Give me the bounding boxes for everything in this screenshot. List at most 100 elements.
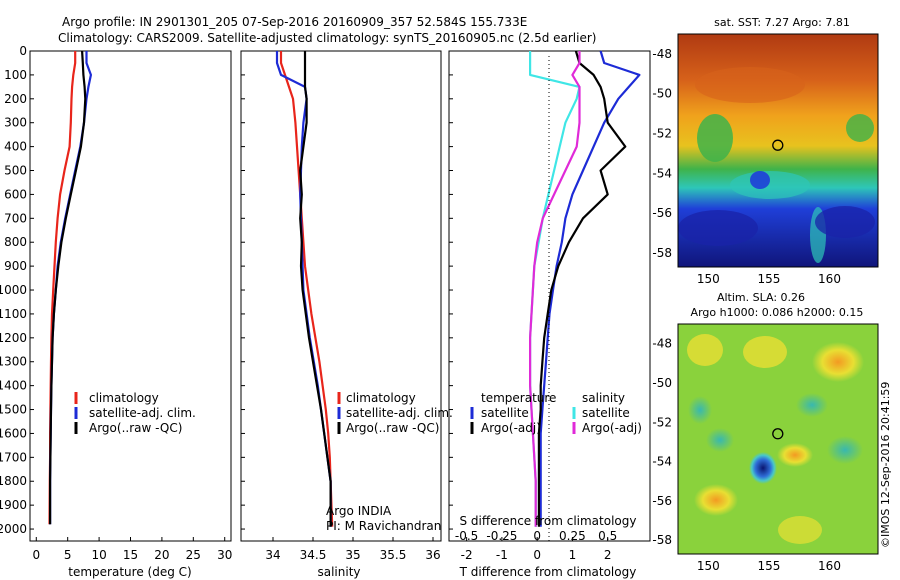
depth-tick-label: 300 bbox=[4, 116, 27, 130]
x-tick-label: 35 bbox=[345, 548, 360, 562]
depth-tick-label: 1900 bbox=[0, 498, 27, 512]
sst-warm-patch bbox=[695, 67, 805, 103]
lat-tick-label: -52 bbox=[652, 127, 672, 141]
lat-tick-label: -58 bbox=[652, 246, 672, 260]
x-tick-label: 1 bbox=[569, 548, 577, 562]
temperature-legend: climatology satellite-adj. clim. Argo(..… bbox=[74, 391, 196, 435]
x-tick-label: 36 bbox=[425, 548, 440, 562]
lat-tick-label: -58 bbox=[652, 533, 672, 547]
depth-tick-label: 2000 bbox=[0, 522, 27, 536]
lat-tick-label: -54 bbox=[652, 455, 672, 469]
x-tick-label: 0.5 bbox=[598, 529, 617, 543]
legend-label-t-argo: Argo(-adj) bbox=[481, 421, 541, 435]
depth-tick-label: 1100 bbox=[0, 307, 27, 321]
salinity-axis-label: salinity bbox=[317, 565, 360, 579]
sst-lat-tick-labels: -48 -50 -52 -54 -56 -58 bbox=[652, 47, 672, 260]
temperature-series bbox=[48, 50, 93, 525]
sla-high-patch bbox=[687, 334, 723, 366]
difference-legend: temperature salinity satellite Argo(-adj… bbox=[470, 391, 642, 435]
legend-label-s-satellite: satellite bbox=[582, 406, 630, 420]
depth-tick-label: 1600 bbox=[0, 426, 27, 440]
legend-label-argo: Argo(..raw -QC) bbox=[346, 421, 439, 435]
header-title: Argo profile: IN 2901301_205 07-Sep-2016… bbox=[62, 15, 527, 29]
sst-green-patch bbox=[697, 114, 733, 162]
x-tick-label: 35.5 bbox=[380, 548, 407, 562]
depth-tick-label: 1700 bbox=[0, 450, 27, 464]
temperature-axis-label: temperature (deg C) bbox=[68, 565, 191, 579]
lat-tick-label: -50 bbox=[652, 87, 672, 101]
argo-program-label: Argo INDIA bbox=[326, 504, 392, 518]
salinity-series bbox=[275, 51, 334, 527]
sla-low-patch bbox=[706, 428, 734, 452]
depth-tick-label: 1500 bbox=[0, 403, 27, 417]
axis-ticks bbox=[30, 50, 609, 541]
depth-tick-labels: 0 100 200 300 400 500 600 700 800 900 1000 1100 1200… bbox=[0, 44, 27, 536]
sla-high-patch bbox=[778, 516, 822, 544]
sst-map bbox=[677, 33, 879, 268]
series-line-argo--adj- bbox=[528, 51, 581, 527]
sla-lat-tick-labels: -48 -50 -52 -54 -56 -58 bbox=[652, 337, 672, 548]
lon-tick-label: 160 bbox=[818, 272, 841, 286]
series-line-argo---raw--qc- bbox=[299, 51, 332, 527]
t-difference-axis-label: T difference from climatology bbox=[459, 565, 637, 579]
sla-low-patch bbox=[827, 436, 863, 464]
legend-title-temperature: temperature bbox=[481, 391, 556, 405]
lat-tick-label: -56 bbox=[652, 206, 672, 220]
depth-tick-label: 800 bbox=[4, 235, 27, 249]
legend-label-argo: Argo(..raw -QC) bbox=[89, 421, 182, 435]
lon-tick-label: 155 bbox=[757, 559, 780, 573]
lat-tick-label: -50 bbox=[652, 376, 672, 390]
credit-label: ©IMOS 12-Sep-2016 20:41:59 bbox=[879, 382, 892, 548]
x-tick-label: 25 bbox=[186, 548, 201, 562]
legend-label-climatology: climatology bbox=[89, 391, 159, 405]
x-tick-label: 20 bbox=[154, 548, 169, 562]
series-line-argo---raw--qc- bbox=[48, 50, 87, 525]
argo-position-marker bbox=[772, 428, 784, 440]
sst-cyan-patch bbox=[730, 171, 810, 199]
salinity-legend: climatology satellite-adj. clim. Argo(..… bbox=[326, 391, 453, 533]
lat-tick-label: -52 bbox=[652, 415, 672, 429]
x-tick-label: 0 bbox=[533, 548, 541, 562]
legend-label-s-argo: Argo(-adj) bbox=[582, 421, 642, 435]
sst-green-patch bbox=[846, 114, 874, 142]
x-tick-label: 10 bbox=[91, 548, 106, 562]
series-line-satellite bbox=[528, 51, 581, 527]
header-subtitle: Climatology: CARS2009. Satellite-adjuste… bbox=[58, 31, 596, 45]
sst-map-title: sat. SST: 7.27 Argo: 7.81 bbox=[714, 16, 850, 29]
depth-tick-label: 1400 bbox=[0, 379, 27, 393]
depth-tick-label: 500 bbox=[4, 164, 27, 178]
sst-lon-tick-labels: 150 155 160 bbox=[697, 272, 841, 286]
x-tick-label: 15 bbox=[123, 548, 138, 562]
s-difference-axis-label: S difference from climatology bbox=[460, 514, 637, 528]
depth-tick-label: 100 bbox=[4, 68, 27, 82]
x-tick-label: -2 bbox=[461, 548, 473, 562]
depth-tick-label: 1800 bbox=[0, 474, 27, 488]
sla-map-subtitle: Argo h1000: 0.086 h2000: 0.15 bbox=[691, 306, 864, 319]
x-tick-label: -0.5 bbox=[455, 529, 478, 543]
argo-pi-label: PI: M Ravichandran bbox=[326, 519, 441, 533]
sla-low-eddy bbox=[749, 452, 777, 484]
lat-tick-label: -48 bbox=[652, 47, 672, 61]
legend-label-climatology: climatology bbox=[346, 391, 416, 405]
depth-tick-label: 1000 bbox=[0, 283, 27, 297]
x-tick-label: 0 bbox=[32, 548, 40, 562]
sla-high-patch bbox=[812, 342, 864, 382]
sst-blue-patch bbox=[750, 171, 770, 189]
sla-map bbox=[677, 323, 879, 555]
depth-tick-label: 0 bbox=[19, 44, 27, 58]
x-tick-label: 34.5 bbox=[300, 548, 327, 562]
depth-tick-label: 900 bbox=[4, 259, 27, 273]
series-line-climatology bbox=[279, 51, 334, 527]
s-difference-tick-labels: -0.5 -0.25 0 0.25 0.5 bbox=[455, 529, 617, 543]
difference-series bbox=[528, 50, 641, 527]
argo-position-marker bbox=[772, 139, 784, 151]
sla-high-patch bbox=[743, 336, 787, 368]
depth-tick-label: 400 bbox=[4, 140, 27, 154]
depth-tick-label: 1200 bbox=[0, 331, 27, 345]
x-tick-label: 2 bbox=[604, 548, 612, 562]
sla-high-patch bbox=[694, 484, 738, 516]
t-difference-tick-labels: -2 -1 0 1 2 bbox=[461, 548, 612, 562]
temperature-panel bbox=[29, 50, 232, 542]
sla-high-patch bbox=[777, 443, 813, 467]
sst-cold-patch bbox=[815, 206, 875, 238]
